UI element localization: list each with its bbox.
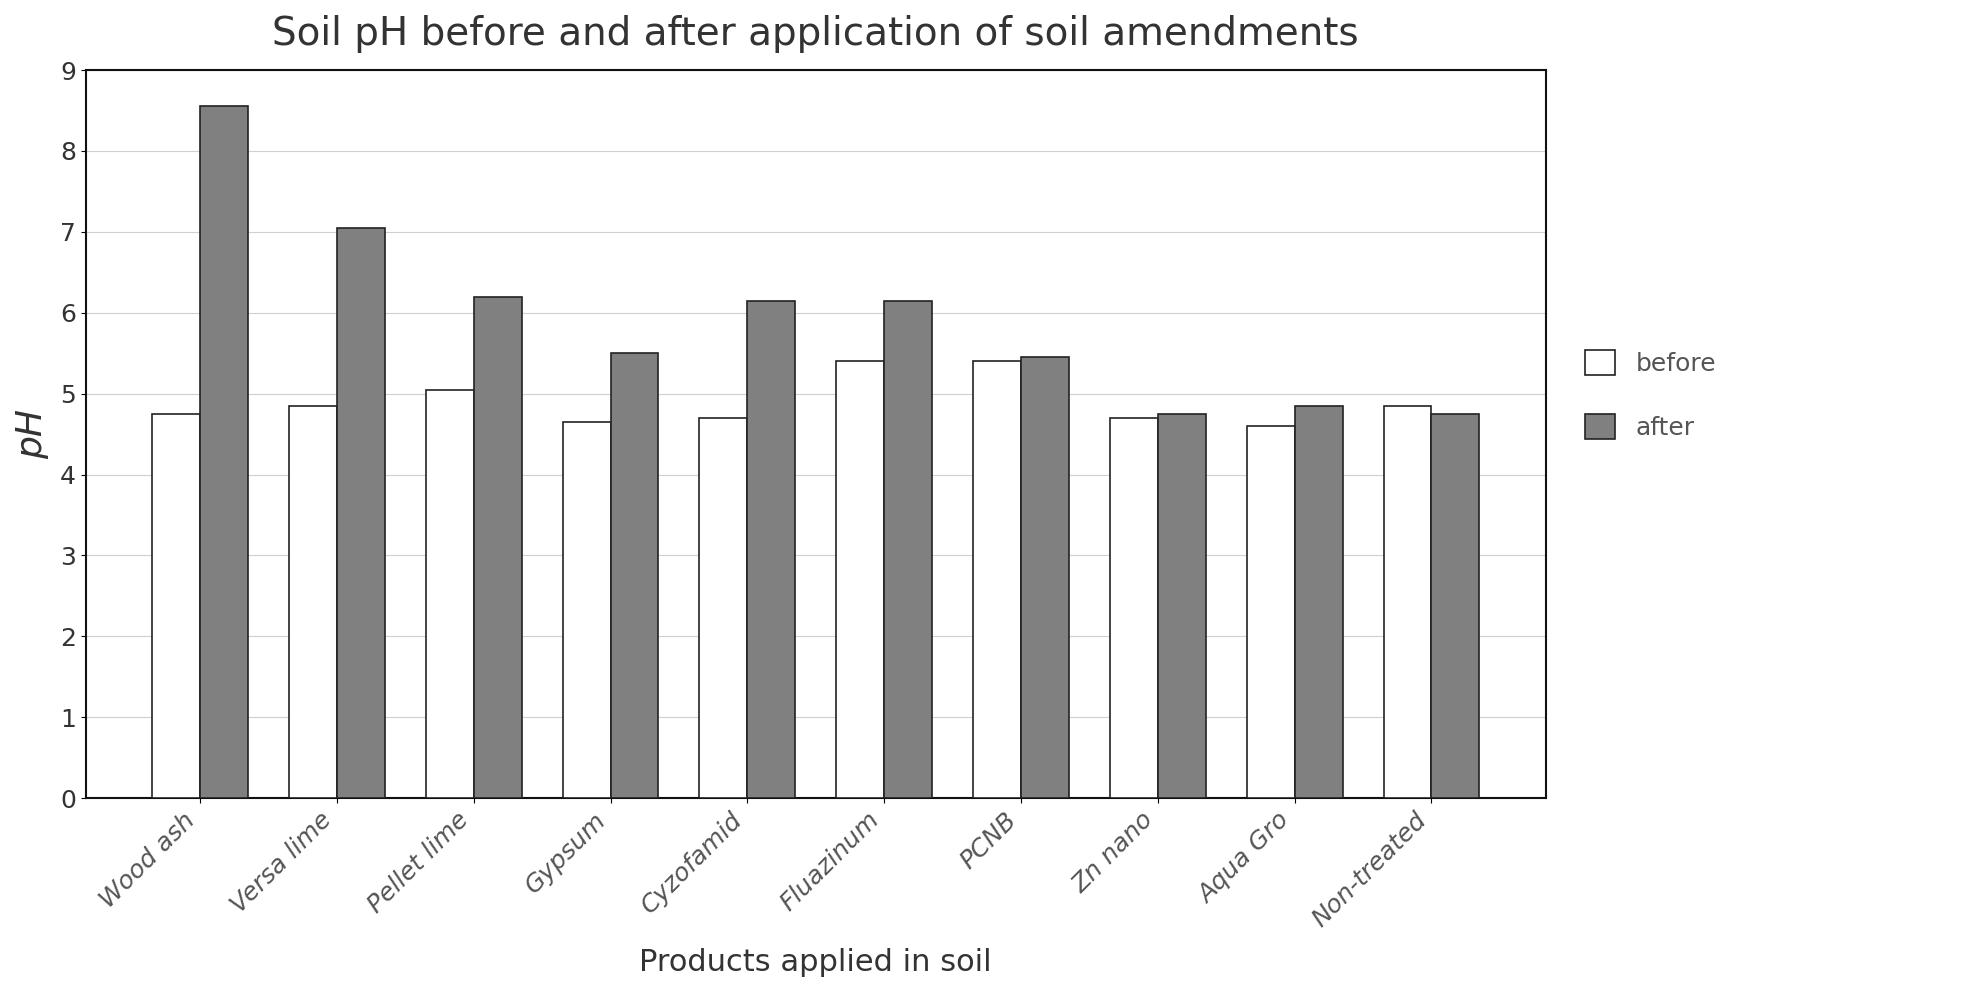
Bar [1157,414,1205,799]
Title: Soil pH before and after application of soil amendments: Soil pH before and after application of … [272,15,1360,53]
Bar [200,106,248,799]
Y-axis label: pH: pH [16,409,50,459]
Bar [973,361,1021,799]
Bar [289,406,337,799]
Bar [700,418,747,799]
Bar [1247,426,1294,799]
Bar [1383,406,1431,799]
Bar [836,361,884,799]
Bar [884,301,932,799]
Bar [426,390,474,799]
Bar [610,353,658,799]
Bar [747,301,795,799]
Bar [1431,414,1479,799]
Legend: before, after: before, after [1574,337,1728,452]
Bar [1021,357,1068,799]
Bar [474,297,521,799]
Bar [153,414,200,799]
Bar [337,228,385,799]
Bar [1110,418,1157,799]
Bar [1294,406,1342,799]
Bar [563,422,610,799]
X-axis label: Products applied in soil: Products applied in soil [640,948,993,977]
